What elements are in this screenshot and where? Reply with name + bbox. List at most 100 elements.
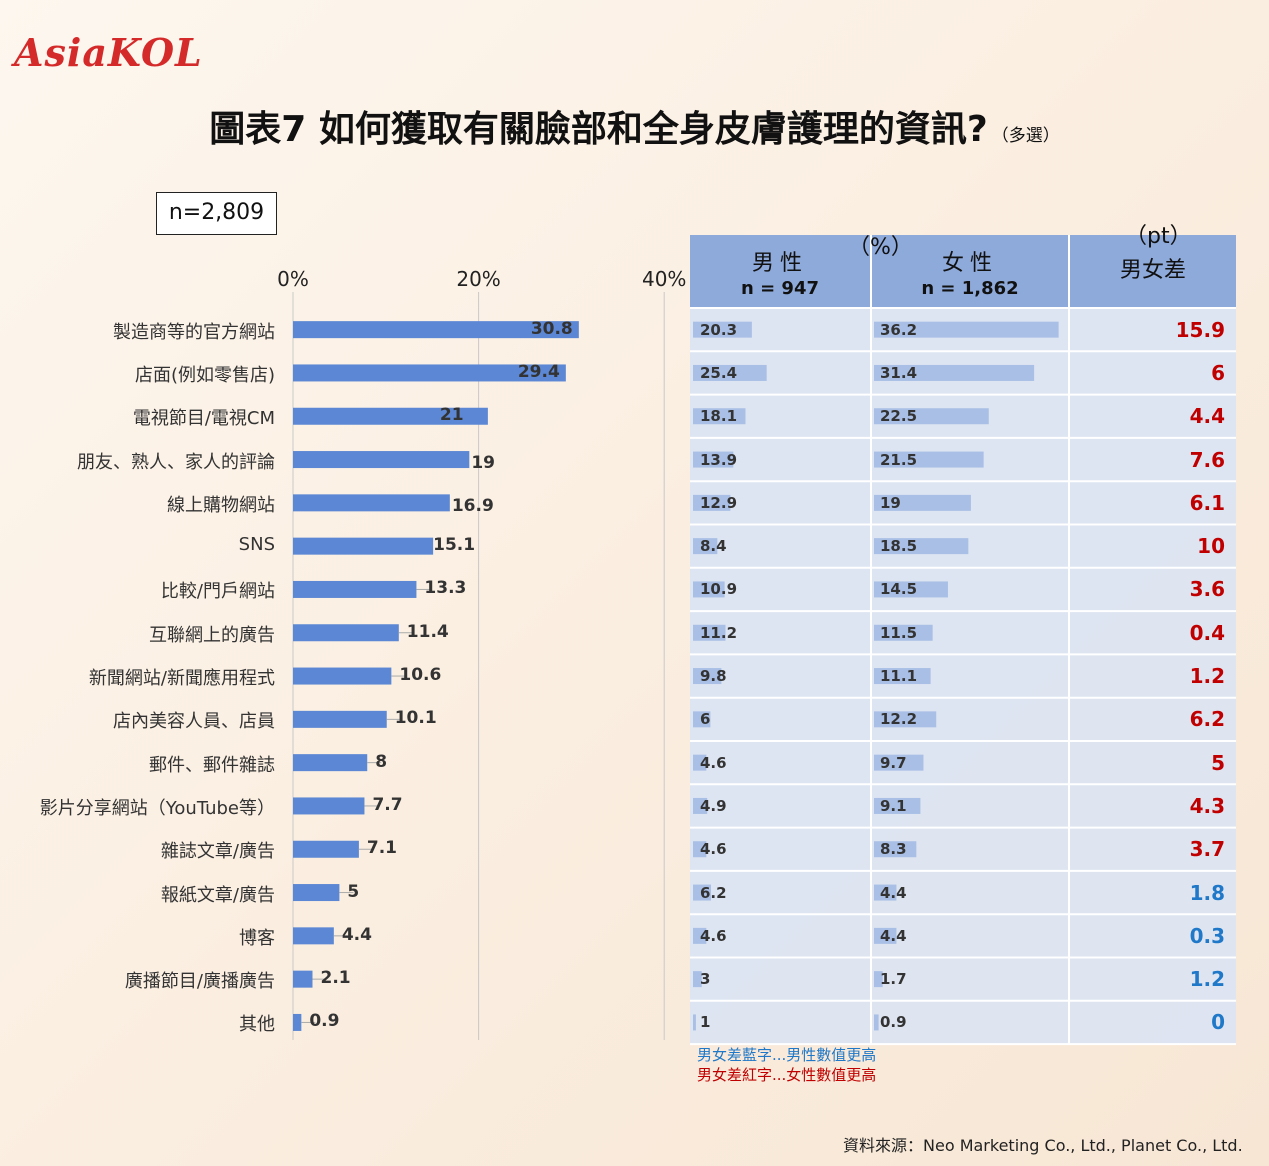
bar bbox=[293, 580, 417, 598]
asiakol-logo: AsiaKOL bbox=[14, 30, 203, 75]
category-label: 互聯網上的廣告 bbox=[149, 624, 275, 646]
bar-value-label: 0.9 bbox=[309, 1011, 340, 1032]
male-mini-bar bbox=[693, 797, 708, 814]
bar-value-label: 30.8 bbox=[530, 318, 573, 339]
blue-note: 男女差藍字...男性數值更高 bbox=[697, 1046, 877, 1064]
female-value: 31.4 bbox=[880, 363, 918, 382]
x-tick-label: 20% bbox=[456, 267, 500, 291]
chart-title-main: 圖表7 如何獲取有關臉部和全身皮膚護理的資訊? bbox=[209, 109, 988, 150]
category-label: 製造商等的官方網站 bbox=[113, 321, 275, 343]
category-label: 店內美容人員、店員 bbox=[113, 711, 275, 733]
bar-value-label: 16.9 bbox=[451, 495, 494, 516]
male-mini-bar bbox=[693, 884, 711, 901]
female-value: 4.4 bbox=[880, 926, 907, 945]
category-label: 新聞網站/新聞應用程式 bbox=[88, 668, 275, 690]
category-label: 比較/門戶網站 bbox=[160, 581, 275, 603]
male-value: 4.6 bbox=[700, 926, 727, 945]
red-note: 男女差紅字...女性數值更高 bbox=[697, 1066, 877, 1084]
male-header-n: n = 947 bbox=[740, 278, 819, 299]
male-mini-bar bbox=[693, 581, 725, 598]
bar-value-label: 5 bbox=[347, 881, 360, 902]
diff-value: 7.6 bbox=[1189, 447, 1225, 472]
female-mini-bar bbox=[874, 494, 971, 511]
female-mini-bar bbox=[874, 797, 921, 814]
male-value: 3 bbox=[700, 970, 711, 989]
male-mini-bar bbox=[693, 624, 726, 641]
category-label: 郵件、郵件雜誌 bbox=[149, 754, 275, 776]
male-mini-bar bbox=[693, 538, 718, 555]
diff-value: 15.9 bbox=[1175, 317, 1225, 342]
female-mini-bar bbox=[874, 321, 1059, 338]
male-value: 18.1 bbox=[700, 407, 738, 426]
bar bbox=[293, 451, 470, 469]
female-value: 1.7 bbox=[880, 970, 907, 989]
diff-value: 6.1 bbox=[1189, 490, 1225, 515]
bar bbox=[293, 364, 566, 382]
female-mini-bar bbox=[874, 668, 931, 685]
male-mini-bar bbox=[693, 321, 752, 338]
bar-value-label: 8 bbox=[375, 751, 388, 772]
category-label: 博客 bbox=[239, 927, 275, 949]
bar-value-label: 19 bbox=[471, 452, 495, 473]
female-mini-bar bbox=[874, 754, 924, 771]
chart-title: 圖表7 如何獲取有關臉部和全身皮膚護理的資訊? （多選） bbox=[0, 100, 1269, 152]
category-label: SNS bbox=[238, 534, 275, 556]
male-mini-bar bbox=[693, 841, 707, 858]
diff-value: 1.8 bbox=[1189, 880, 1225, 905]
female-value: 0.9 bbox=[880, 1013, 907, 1032]
bar-value-label: 11.4 bbox=[406, 621, 449, 642]
diff-value: 5 bbox=[1211, 750, 1225, 775]
female-header-n: n = 1,862 bbox=[921, 278, 1019, 299]
bar bbox=[293, 667, 392, 685]
category-label: 雜誌文章/廣告 bbox=[160, 841, 275, 863]
female-value: 11.1 bbox=[880, 667, 918, 686]
category-label: 線上購物網站 bbox=[167, 494, 275, 516]
male-mini-bar bbox=[693, 1014, 696, 1031]
female-value: 21.5 bbox=[880, 450, 918, 469]
bar-value-label: 15.1 bbox=[433, 535, 476, 556]
female-mini-bar bbox=[874, 364, 1035, 381]
female-mini-bar bbox=[874, 1014, 879, 1031]
male-value: 11.2 bbox=[700, 623, 738, 642]
bar bbox=[293, 537, 434, 555]
source-note: 資料來源：Neo Marketing Co., Ltd., Planet Co.… bbox=[843, 1136, 1243, 1155]
bar-value-label: 2.1 bbox=[320, 968, 351, 989]
diff-value: 0.3 bbox=[1189, 923, 1225, 948]
diff-value: 3.7 bbox=[1189, 837, 1225, 862]
bar bbox=[293, 321, 579, 339]
diff-value: 6 bbox=[1211, 360, 1225, 385]
male-mini-bar bbox=[693, 364, 767, 381]
female-mini-bar bbox=[874, 971, 883, 988]
diff-value: 6.2 bbox=[1189, 707, 1225, 732]
bar bbox=[293, 970, 313, 988]
category-label: 其他 bbox=[239, 1014, 275, 1036]
category-label: 店面(例如零售店) bbox=[134, 364, 275, 386]
female-value: 4.4 bbox=[880, 883, 907, 902]
x-tick-label: 40% bbox=[642, 267, 686, 291]
male-mini-bar bbox=[693, 971, 702, 988]
category-label: 報紙文章/廣告 bbox=[160, 884, 275, 906]
bar bbox=[293, 624, 399, 642]
bar bbox=[293, 840, 359, 858]
category-label: 電視節目/電視CM bbox=[132, 408, 275, 430]
male-value: 4.6 bbox=[700, 753, 727, 772]
diff-value: 1.2 bbox=[1189, 967, 1225, 992]
category-label: 廣播節目/廣播廣告 bbox=[124, 971, 275, 993]
male-value: 13.9 bbox=[700, 450, 738, 469]
male-value: 10.9 bbox=[700, 580, 738, 599]
female-mini-bar bbox=[874, 624, 933, 641]
male-mini-bar bbox=[693, 711, 711, 728]
female-mini-bar bbox=[874, 884, 897, 901]
female-value: 18.5 bbox=[880, 537, 918, 556]
x-tick-label: 0% bbox=[277, 267, 309, 291]
diff-value: 1.2 bbox=[1189, 664, 1225, 689]
male-mini-bar bbox=[693, 451, 734, 468]
female-header: 女性 n = 1,862 bbox=[872, 235, 1068, 307]
bar bbox=[293, 927, 334, 945]
male-value: 8.4 bbox=[700, 537, 727, 556]
bar bbox=[293, 1013, 302, 1031]
sample-size-box: n=2,809 bbox=[156, 192, 277, 235]
bar-value-label: 10.1 bbox=[394, 708, 437, 729]
male-mini-bar bbox=[693, 408, 746, 425]
